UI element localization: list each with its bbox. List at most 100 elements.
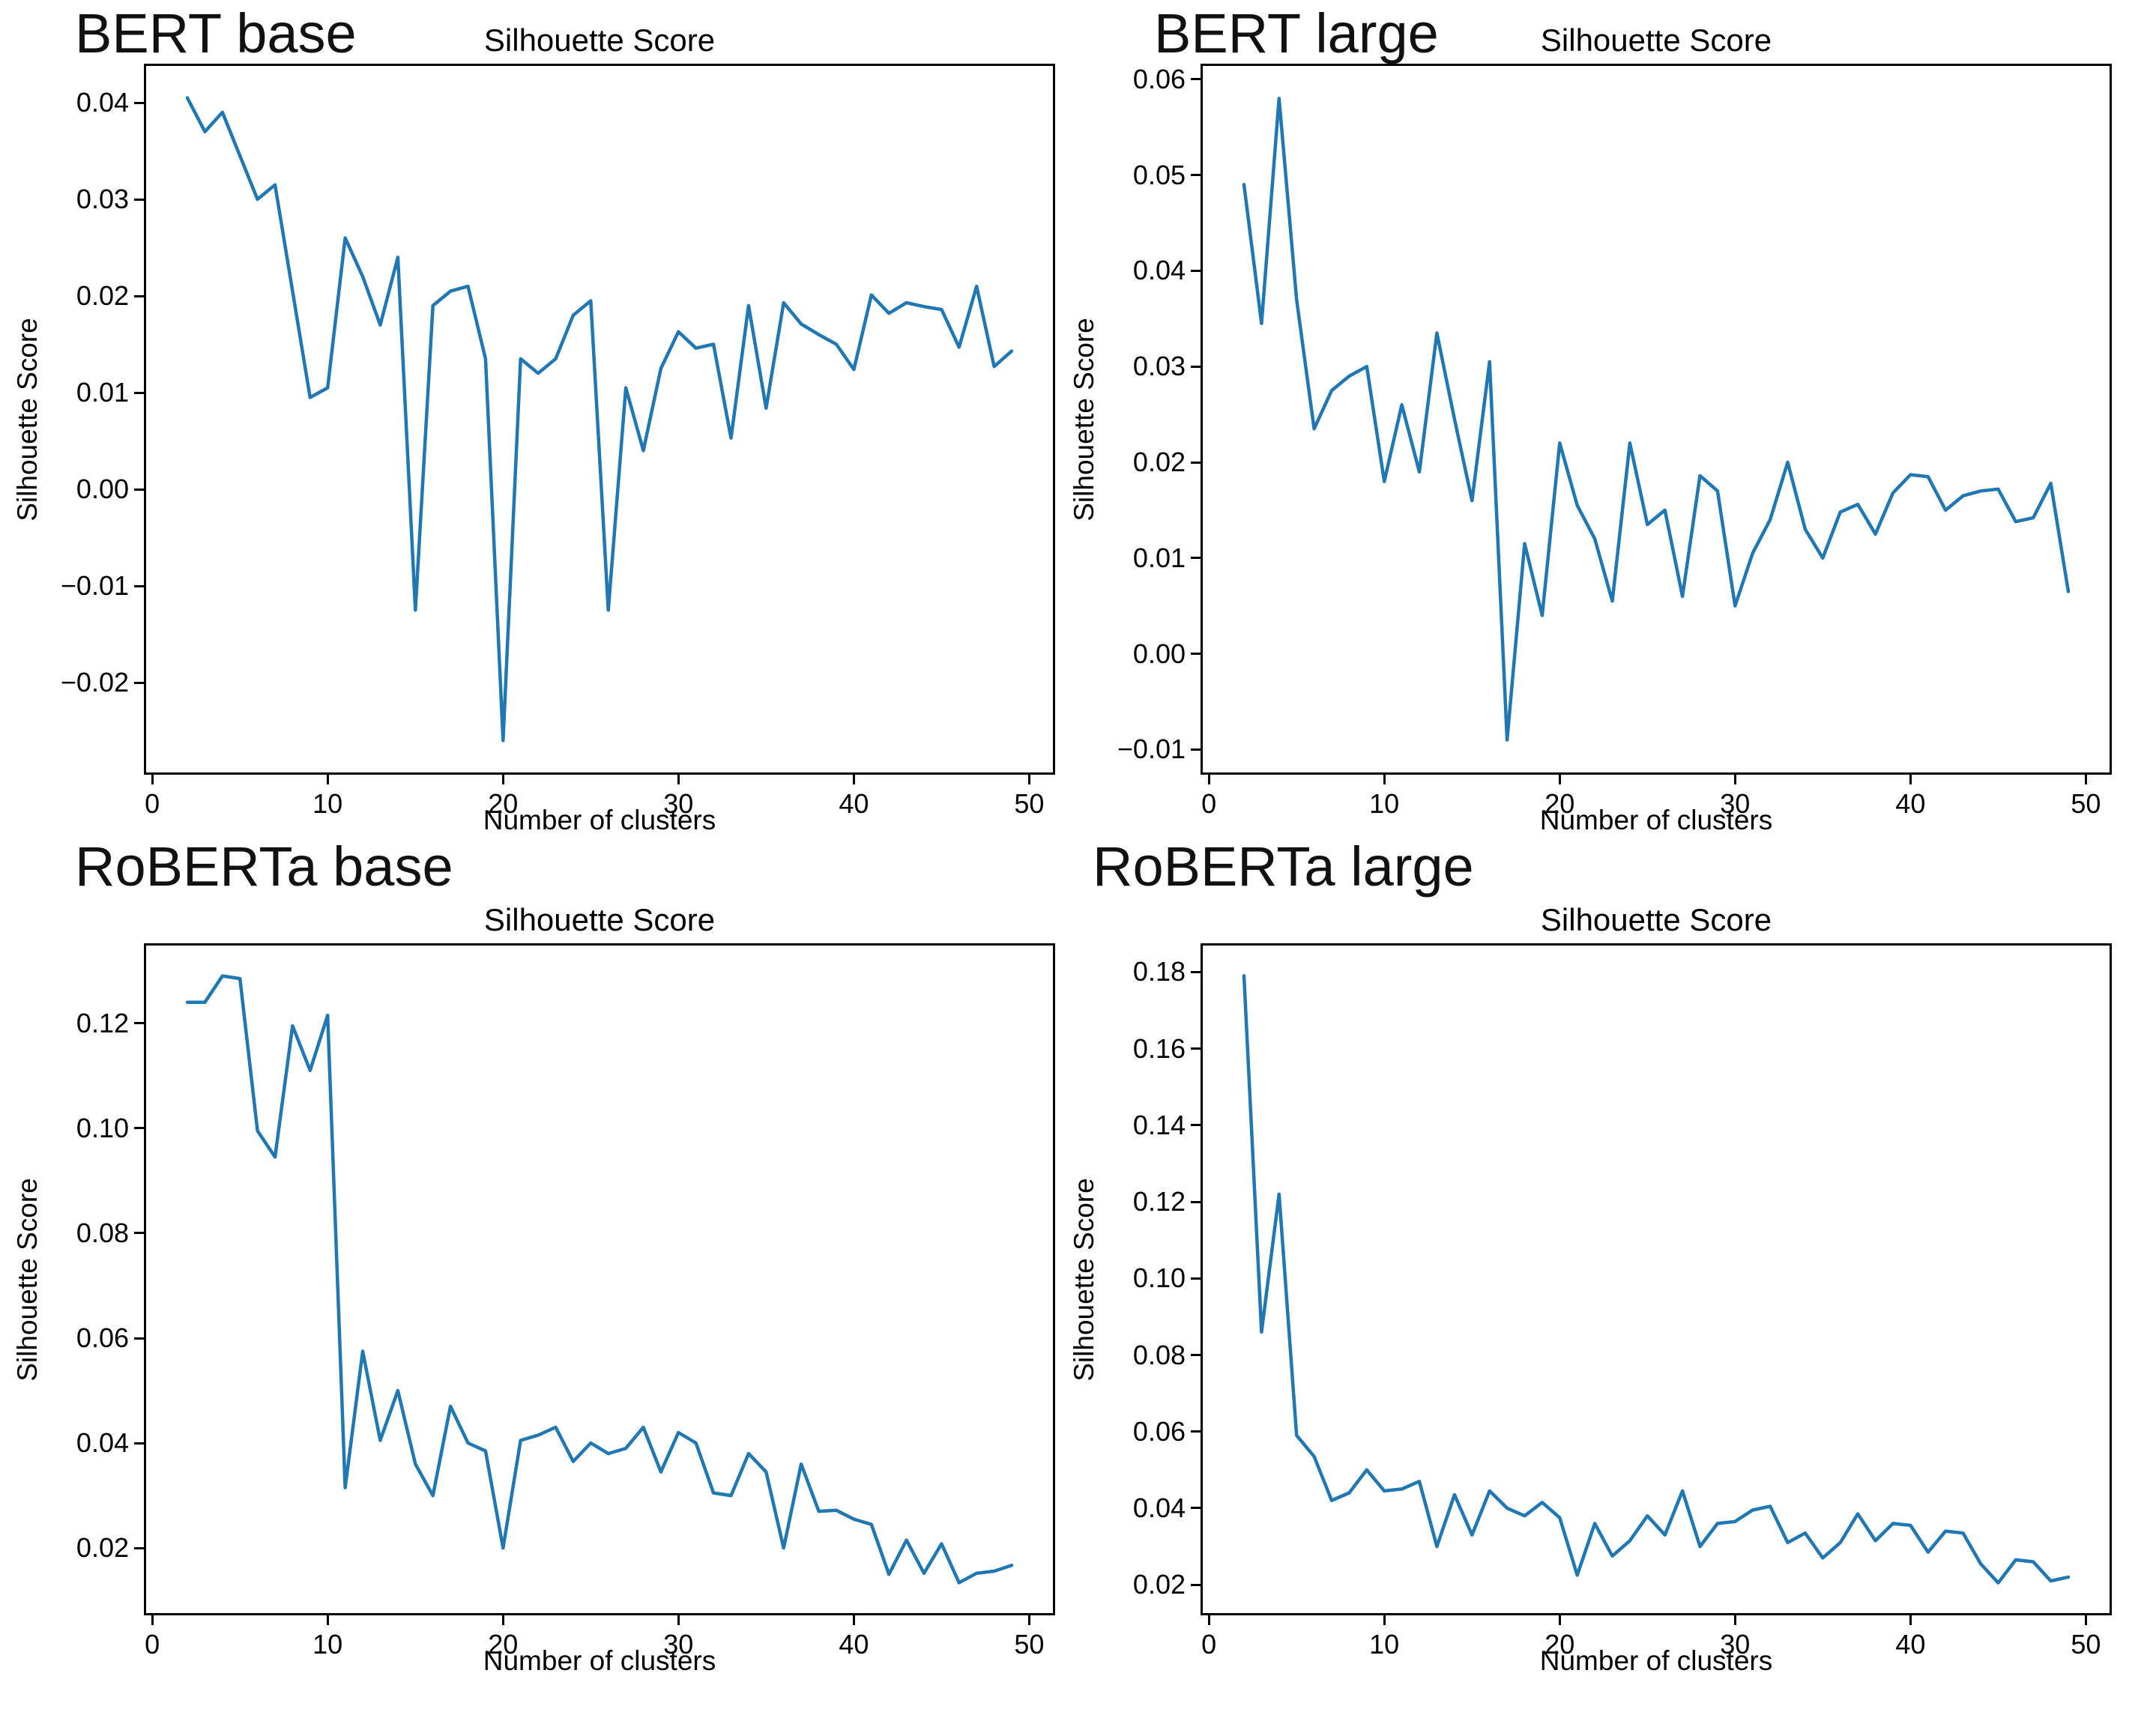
bert-base-y-tick-label: 0.02 <box>76 280 129 311</box>
roberta-large-x-tick-mark <box>2084 1615 2087 1625</box>
roberta-large-x-tick-label: 0 <box>1201 1629 1217 1660</box>
bert-large-x-axis-label: Number of clusters <box>1539 805 1773 835</box>
bert-base-plot-line <box>185 96 1014 742</box>
roberta-large-y-tick-mark <box>1191 1430 1201 1433</box>
bert-large-y-axis-label: Silhouette Score <box>1069 318 1099 521</box>
roberta-large-x-tick-mark <box>1733 1615 1736 1625</box>
roberta-large-x-tick-mark <box>1909 1615 1912 1625</box>
bert-base-x-tick-mark <box>1027 775 1030 784</box>
roberta-large-y-tick-mark <box>1191 970 1201 973</box>
bert-base-x-tick-label: 40 <box>839 788 869 819</box>
roberta-base-x-tick-label: 40 <box>839 1629 869 1660</box>
roberta-large-y-tick-label: 0.04 <box>1132 1492 1186 1523</box>
roberta-base-x-tick-mark <box>1027 1615 1030 1625</box>
roberta-base-line-plot <box>185 974 1014 1585</box>
roberta-base-x-tick-mark <box>852 1615 855 1625</box>
bert-large-x-tick-mark <box>2084 775 2087 784</box>
bert-large-x-tick-mark <box>1909 775 1912 784</box>
bert-large-x-tick-label: 10 <box>1369 788 1400 819</box>
bert-large-y-tick-label: 0.05 <box>1132 159 1186 190</box>
roberta-large-y-tick-label: 0.16 <box>1132 1032 1186 1064</box>
bert-large-axes-box <box>1201 64 2112 775</box>
roberta-large-y-tick-mark <box>1191 1354 1201 1356</box>
bert-base-x-axis-label: Number of clusters <box>483 805 716 835</box>
bert-base-x-tick-mark <box>501 775 504 784</box>
bert-large-y-tick-mark <box>1191 748 1201 751</box>
roberta-base-x-tick-mark <box>501 1615 504 1625</box>
roberta-large-x-axis-label: Number of clusters <box>1539 1645 1773 1676</box>
bert-large-axes-title: Silhouette Score <box>1540 22 1772 58</box>
bert-base-x-tick-label: 10 <box>312 788 343 819</box>
roberta-base-x-tick-label: 50 <box>1014 1629 1045 1660</box>
bert-large-y-tick-mark <box>1191 269 1201 272</box>
bert-base-y-tick-mark <box>134 101 144 104</box>
roberta-large-model-title: RoBERTa large <box>1093 835 1474 898</box>
roberta-large-y-tick-mark <box>1191 1507 1201 1510</box>
bert-base-x-tick-label: 50 <box>1014 788 1045 819</box>
roberta-large-y-tick-label: 0.08 <box>1132 1339 1186 1370</box>
bert-large-y-tick-mark <box>1191 78 1201 81</box>
bert-base-x-tick-mark <box>852 775 855 784</box>
roberta-base-axes-box <box>144 943 1055 1615</box>
roberta-base-x-tick-mark <box>677 1615 680 1625</box>
roberta-base-y-tick-label: 0.12 <box>76 1007 129 1038</box>
bert-large-y-tick-label: 0.04 <box>1132 255 1186 286</box>
roberta-base-axes-title: Silhouette Score <box>483 902 716 937</box>
roberta-base-x-tick-label: 20 <box>488 1629 519 1660</box>
roberta-large-axes-box <box>1201 943 2112 1615</box>
bert-large-x-tick-label: 30 <box>1720 788 1751 819</box>
bert-large-x-tick-mark <box>1733 775 1736 784</box>
bert-base-axes-box <box>144 64 1055 775</box>
bert-base-y-tick-mark <box>134 198 144 201</box>
roberta-large-y-tick-label: 0.12 <box>1132 1186 1186 1217</box>
bert-large-x-tick-label: 0 <box>1201 788 1217 819</box>
roberta-base-y-tick-label: 0.02 <box>76 1532 129 1564</box>
bert-large-x-tick-mark <box>1207 775 1210 784</box>
roberta-large-axes-title: Silhouette Score <box>1540 902 1772 937</box>
roberta-large-y-axis-label: Silhouette Score <box>1069 1178 1099 1382</box>
roberta-base-y-tick-label: 0.04 <box>76 1427 129 1458</box>
roberta-large-y-tick-mark <box>1191 1047 1201 1050</box>
roberta-base-plot-line <box>185 974 1014 1585</box>
bert-base-axes-title: Silhouette Score <box>483 22 716 58</box>
roberta-large-line-plot <box>1242 974 2071 1585</box>
roberta-large-y-tick-mark <box>1191 1200 1201 1203</box>
roberta-large-y-tick-mark <box>1191 1583 1201 1586</box>
bert-large-x-tick-label: 40 <box>1895 788 1926 819</box>
roberta-base-y-tick-label: 0.08 <box>76 1217 129 1248</box>
roberta-base-y-tick-mark <box>134 1127 144 1130</box>
bert-large-y-tick-label: 0.01 <box>1132 542 1186 573</box>
bert-base-line-plot <box>185 96 1014 742</box>
bert-base-y-tick-label: −0.02 <box>60 667 129 698</box>
bert-large-y-tick-label: 0.03 <box>1132 351 1186 382</box>
roberta-large-y-tick-mark <box>1191 1124 1201 1127</box>
bert-base-x-tick-mark <box>326 775 329 784</box>
roberta-base-x-tick-mark <box>151 1615 154 1625</box>
bert-base-y-axis-label: Silhouette Score <box>12 318 43 521</box>
roberta-base-x-tick-label: 30 <box>663 1629 694 1660</box>
roberta-large-x-tick-label: 10 <box>1369 1629 1400 1660</box>
roberta-large-x-tick-label: 50 <box>2071 1629 2101 1660</box>
roberta-large-x-tick-label: 20 <box>1544 1629 1575 1660</box>
bert-large-y-tick-mark <box>1191 174 1201 177</box>
roberta-base-model-title: RoBERTa base <box>75 835 453 898</box>
bert-large-y-tick-label: 0.06 <box>1132 63 1186 94</box>
bert-base-x-tick-label: 20 <box>488 788 519 819</box>
roberta-large-y-tick-label: 0.14 <box>1132 1109 1186 1140</box>
bert-large-y-tick-mark <box>1191 557 1201 560</box>
bert-large-x-tick-label: 50 <box>2071 788 2101 819</box>
bert-base-y-tick-mark <box>134 584 144 587</box>
bert-large-y-tick-mark <box>1191 653 1201 656</box>
bert-large-x-tick-mark <box>1558 775 1561 784</box>
bert-base-y-tick-mark <box>134 391 144 394</box>
bert-large-line-plot <box>1242 97 2071 742</box>
bert-base-y-tick-mark <box>134 294 144 297</box>
bert-base-x-tick-label: 30 <box>663 788 694 819</box>
bert-base-y-tick-mark <box>134 488 144 491</box>
bert-large-plot-line <box>1242 97 2071 742</box>
bert-base-y-tick-mark <box>134 681 144 684</box>
roberta-base-y-tick-mark <box>134 1546 144 1549</box>
roberta-large-x-tick-mark <box>1558 1615 1561 1625</box>
bert-base-x-tick-mark <box>151 775 154 784</box>
roberta-large-plot-line <box>1242 974 2071 1585</box>
